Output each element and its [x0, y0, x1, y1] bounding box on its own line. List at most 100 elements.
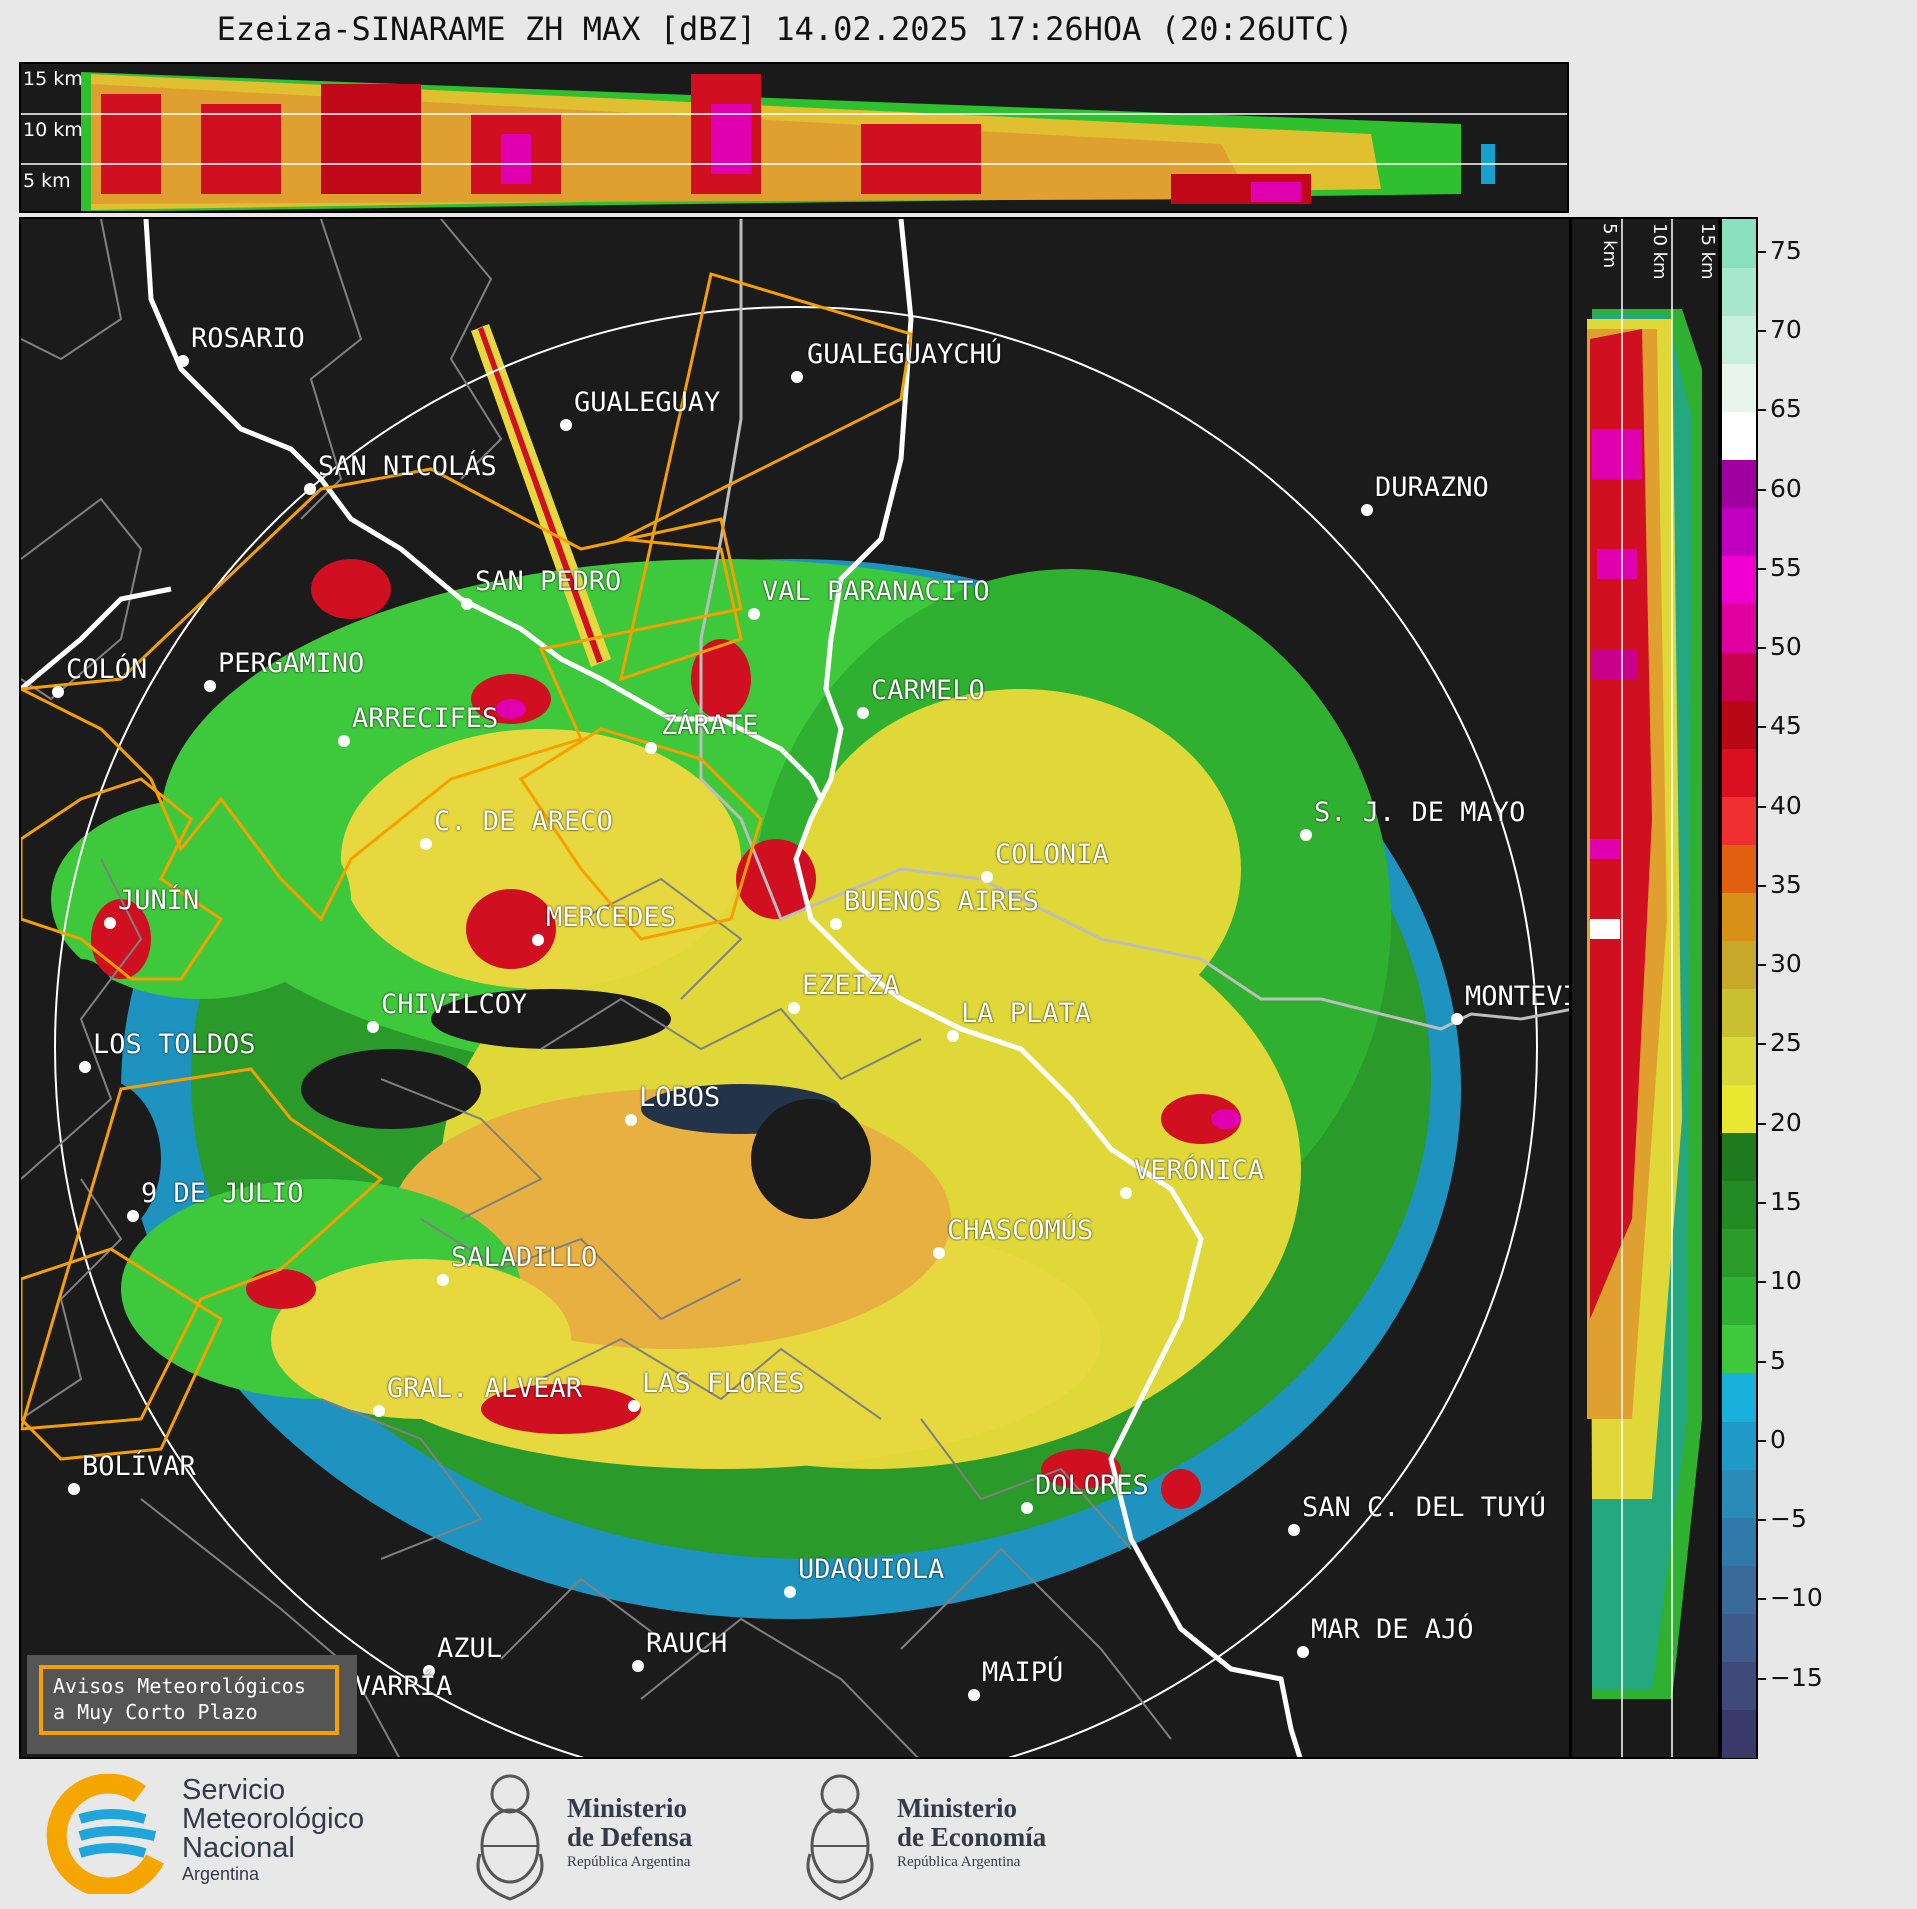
- economia-line3: República Argentina: [897, 1854, 1021, 1870]
- city-dot-rauch: [632, 1660, 644, 1672]
- top-cross-section: 15 km 10 km 5 km: [19, 62, 1569, 213]
- city-label-arrecifes: ARRECIFES: [352, 703, 499, 734]
- city-dot-c-de-areco: [420, 838, 432, 850]
- colorbar-segment: [1722, 555, 1756, 605]
- colorbar-tick-label: 20: [1770, 1107, 1802, 1137]
- colorbar-tick-label: 45: [1770, 711, 1802, 741]
- city-dot-val-paranacito: [748, 608, 760, 620]
- colorbar-tick-mark: [1758, 726, 1766, 729]
- defensa-line2: de Defensa: [567, 1822, 693, 1852]
- city-dot-gral-alvear: [373, 1405, 385, 1417]
- city-dot-montevideo: [1451, 1013, 1463, 1025]
- city-label-la-plata: LA PLATA: [961, 998, 1092, 1029]
- city-label-zarate: ZÁRATE: [661, 710, 759, 741]
- defensa-logo-text: Ministerio de Defensa República Argentin…: [567, 1794, 692, 1872]
- city-dot-gualeguay: [560, 419, 572, 431]
- city-dot-9-de-julio: [127, 1210, 139, 1222]
- city-label-colonia: COLONIA: [995, 839, 1109, 870]
- altitude-label-10km: 10 km: [23, 119, 83, 141]
- city-label-dolores: DOLORES: [1035, 1470, 1149, 1501]
- colorbar-tick-mark: [1758, 329, 1766, 332]
- city-dot-los-toldos: [79, 1061, 91, 1073]
- colorbar-tick-mark: [1758, 567, 1766, 570]
- reflectivity-echoes: [41, 559, 1461, 1619]
- colorbar-segment: [1722, 267, 1756, 317]
- city-dot-veronica: [1120, 1187, 1132, 1199]
- city-label-gral-alvear: GRAL. ALVEAR: [387, 1373, 583, 1404]
- side-altitude-label-15km: 15 km: [1697, 223, 1718, 280]
- colorbar-tick-label: 25: [1770, 1028, 1802, 1058]
- city-dot-maipu: [968, 1689, 980, 1701]
- defensa-line1: Ministerio: [567, 1793, 687, 1823]
- economia-line2: de Economía: [897, 1822, 1047, 1852]
- colorbar-tick-label: −5: [1770, 1504, 1807, 1534]
- radar-map: ROSARIO GUALEGUAYCHÚ GUALEGUAY SAN NICOL…: [19, 217, 1571, 1759]
- colorbar-segment: [1722, 795, 1756, 845]
- city-label-chivilcoy: CHIVILCOY: [381, 989, 528, 1020]
- colorbar-segment: [1722, 891, 1756, 941]
- colorbar-segment: [1722, 507, 1756, 557]
- colorbar-tick-label: 60: [1770, 473, 1802, 503]
- city-dot-pergamino: [204, 680, 216, 692]
- colorbar-segment: [1722, 747, 1756, 797]
- city-dot-colon: [52, 686, 64, 698]
- city-label-las-flores: LAS FLORES: [642, 1368, 805, 1399]
- city-dot-dolores: [1021, 1502, 1033, 1514]
- warning-legend-line1: Avisos Meteorológicos: [53, 1674, 306, 1698]
- colorbar-segment: [1722, 651, 1756, 701]
- city-dot-la-plata: [947, 1030, 959, 1042]
- city-dot-junin: [104, 917, 116, 929]
- colorbar-tick-mark: [1758, 1122, 1766, 1125]
- colorbar-tick-label: 0: [1770, 1424, 1786, 1454]
- smn-line4: Argentina: [182, 1864, 260, 1884]
- city-label-junin: JUNÍN: [118, 885, 200, 916]
- argentina-coat-of-arms-icon: [806, 1774, 874, 1901]
- colorbar-segment: [1722, 1036, 1756, 1086]
- colorbar-segment: [1722, 843, 1756, 893]
- colorbar-segment: [1722, 603, 1756, 653]
- city-dot-colonia: [981, 871, 993, 883]
- colorbar-tick-label: 5: [1770, 1345, 1786, 1375]
- city-label-los-toldos: LOS TOLDOS: [93, 1029, 256, 1060]
- city-label-montevideo: MONTEVIDEO: [1465, 981, 1569, 1012]
- colorbar-segment: [1722, 1564, 1756, 1614]
- city-label-lobos: LOBOS: [639, 1082, 721, 1113]
- page-title: Ezeiza-SINARAME ZH MAX [dBZ] 14.02.2025 …: [216, 10, 1354, 48]
- colorbar-tick-mark: [1758, 250, 1766, 253]
- colorbar-tick-mark: [1758, 1439, 1766, 1442]
- city-dot-chivilcoy: [367, 1021, 379, 1033]
- city-label-san-c-del-tuyu: SAN C. DEL TUYÚ: [1302, 1492, 1546, 1523]
- smn-line2: Meteorológico: [182, 1803, 365, 1835]
- colorbar-segment: [1722, 1708, 1756, 1758]
- warning-legend-line2: a Muy Corto Plazo: [53, 1700, 258, 1724]
- colorbar-segment: [1722, 1612, 1756, 1662]
- smn-line3: Nacional: [182, 1832, 295, 1864]
- city-label-ezeiza: EZEIZA: [802, 970, 900, 1001]
- city-dot-sj-de-mayo: [1300, 829, 1312, 841]
- city-dot-arrecifes: [338, 735, 350, 747]
- dbz-colorbar: [1720, 217, 1758, 1759]
- colorbar-tick-mark: [1758, 884, 1766, 887]
- city-dot-bolivar: [68, 1483, 80, 1495]
- city-label-colon: COLÓN: [66, 654, 148, 685]
- colorbar-segment: [1722, 1468, 1756, 1518]
- city-dot-azul: [423, 1665, 435, 1677]
- city-dot-carmelo: [857, 707, 869, 719]
- colorbar-tick-mark: [1758, 1598, 1766, 1601]
- city-label-carmelo: CARMELO: [871, 675, 985, 706]
- colorbar-segment: [1722, 1084, 1756, 1134]
- colorbar-segment: [1722, 411, 1756, 461]
- city-label-durazno: DURAZNO: [1375, 472, 1489, 503]
- smn-line1: Servicio: [182, 1774, 286, 1806]
- city-label-val-paranacito: VAL PARANACITO: [762, 576, 990, 607]
- city-label-9-de-julio: 9 DE JULIO: [141, 1178, 304, 1209]
- city-dot-saladillo: [437, 1274, 449, 1286]
- city-dot-las-flores: [628, 1400, 640, 1412]
- smn-logo-icon: [46, 1774, 164, 1894]
- smn-logo-text: Servicio Meteorológico Nacional Argentin…: [182, 1776, 364, 1885]
- colorbar-tick-label: 15: [1770, 1187, 1802, 1217]
- colorbar-segment: [1722, 1660, 1756, 1710]
- city-dot-ezeiza: [788, 1002, 800, 1014]
- city-dot-san-c-del-tuyu: [1288, 1524, 1300, 1536]
- warning-legend: Avisos Meteorológicos a Muy Corto Plazo: [27, 1655, 357, 1754]
